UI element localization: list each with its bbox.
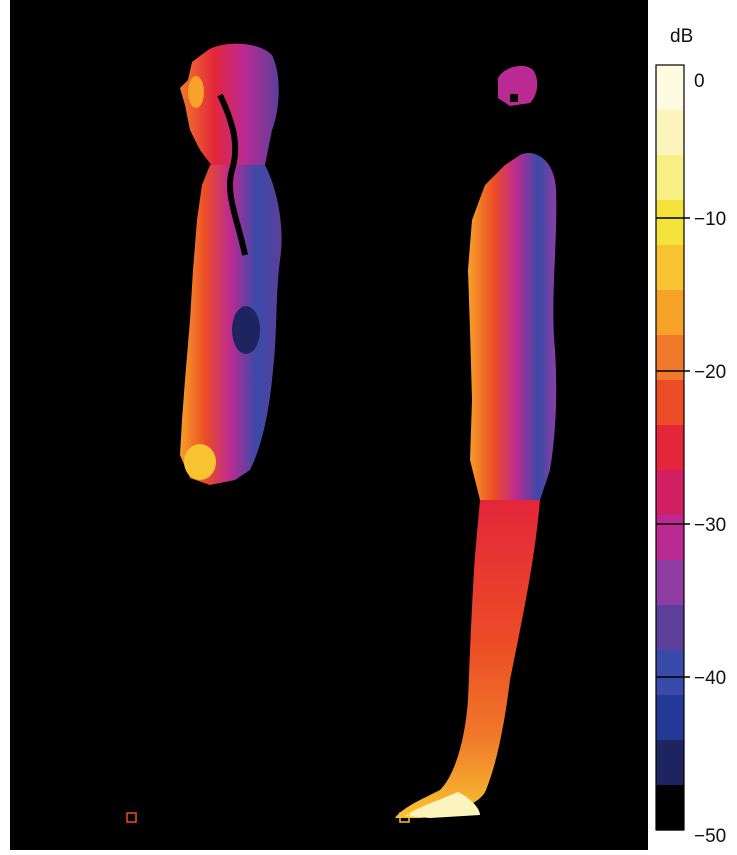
colorbar-band	[656, 110, 684, 156]
colorbar-tick-label: −20	[694, 362, 726, 383]
colorbar-bands	[656, 65, 684, 831]
colorbar-band	[656, 695, 684, 741]
right-head-dark-spot	[510, 94, 518, 102]
colorbar: dB 0 −10 −20 −30 −40 −50	[655, 26, 726, 847]
right-foot-bright-region	[405, 792, 480, 818]
colorbar-band	[656, 605, 684, 651]
right-reference-marker	[399, 812, 410, 823]
right-torso-region	[468, 153, 557, 500]
colorbar-band	[656, 470, 684, 516]
colorbar-frame	[655, 64, 685, 831]
colorbar-band	[656, 155, 684, 201]
colorbar-band	[656, 200, 684, 246]
left-spine-cavity	[217, 93, 248, 256]
colorbar-band	[656, 380, 684, 426]
colorbar-band	[656, 785, 684, 831]
colorbar-band	[656, 290, 684, 336]
colorbar-band	[656, 335, 684, 381]
colorbar-tick-label: −50	[694, 826, 726, 847]
colorbar-band	[656, 425, 684, 471]
colorbar-tick-label: 0	[694, 71, 705, 92]
colorbar-band	[656, 740, 684, 786]
left-torso-region	[180, 165, 282, 485]
colorbar-tick-label: −10	[694, 209, 726, 230]
colorbar-band	[656, 650, 684, 696]
colorbar-band	[656, 65, 684, 111]
right-leg-region	[395, 500, 540, 818]
left-core-dark-region	[232, 306, 260, 354]
heatmap-panel	[10, 0, 648, 850]
right-body-figure	[395, 65, 557, 818]
body-heatmap	[126, 43, 557, 823]
left-hip-bright-region	[184, 444, 216, 480]
colorbar-tick-label: −30	[694, 515, 726, 536]
colorbar-band	[656, 560, 684, 606]
colorbar-band	[656, 245, 684, 291]
right-head-region	[498, 65, 538, 106]
colorbar-band	[656, 515, 684, 561]
left-body-figure	[180, 43, 282, 485]
left-reference-marker	[126, 812, 137, 823]
left-face-bright-region	[188, 76, 204, 108]
colorbar-tick-label: −40	[694, 668, 726, 689]
colorbar-ticks: 0 −10 −20 −30 −40 −50	[656, 71, 726, 847]
colorbar-unit-label: dB	[670, 26, 693, 47]
